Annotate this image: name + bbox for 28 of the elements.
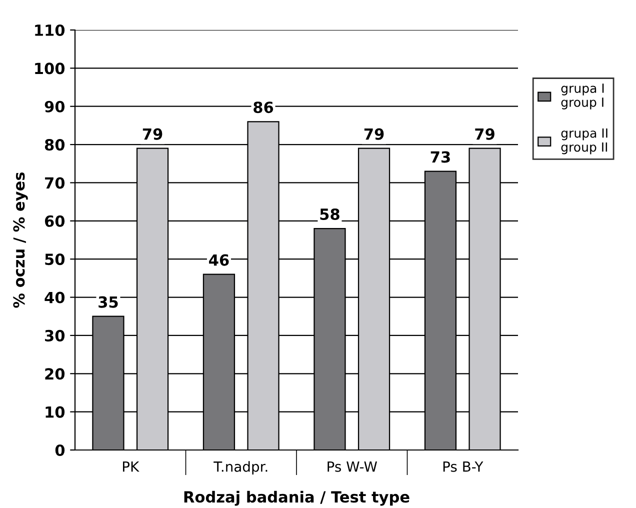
x-tick-label: Ps B-Y <box>443 462 484 472</box>
y-tick-label: 20 <box>45 368 65 380</box>
data-label: 73 <box>430 151 450 163</box>
x-tick-label: Ps W-W <box>328 462 377 472</box>
data-label: 79 <box>475 128 494 140</box>
data-label: 46 <box>209 254 229 266</box>
y-tick-label: 0 <box>55 444 65 456</box>
y-tick-label: 110 <box>35 24 65 36</box>
y-tick-label: 10 <box>46 406 65 418</box>
x-tick-label: T.nadpr. <box>214 461 268 475</box>
y-tick-label: 60 <box>44 215 65 227</box>
data-label: 79 <box>364 128 384 140</box>
y-tick-label: 80 <box>44 139 65 151</box>
y-tick-label: 90 <box>44 100 65 112</box>
y-tick-label: 50 <box>45 254 65 266</box>
y-axis-title: % oczu / % eyes <box>13 172 28 308</box>
legend-label: grupa I group I <box>561 84 604 110</box>
y-tick-label: 40 <box>44 292 65 304</box>
data-label: 86 <box>254 102 274 114</box>
y-tick-label: 30 <box>45 330 65 342</box>
y-tick-label: 100 <box>35 62 65 74</box>
data-label: 35 <box>98 296 118 308</box>
y-tick-label: 70 <box>45 177 65 189</box>
data-label: 58 <box>320 208 340 220</box>
data-label: 79 <box>142 128 162 140</box>
legend-label: grupa II group II <box>561 128 608 154</box>
x-tick-label: PK <box>122 462 140 472</box>
x-axis-title: Rodzaj badania / Test type <box>184 490 410 506</box>
